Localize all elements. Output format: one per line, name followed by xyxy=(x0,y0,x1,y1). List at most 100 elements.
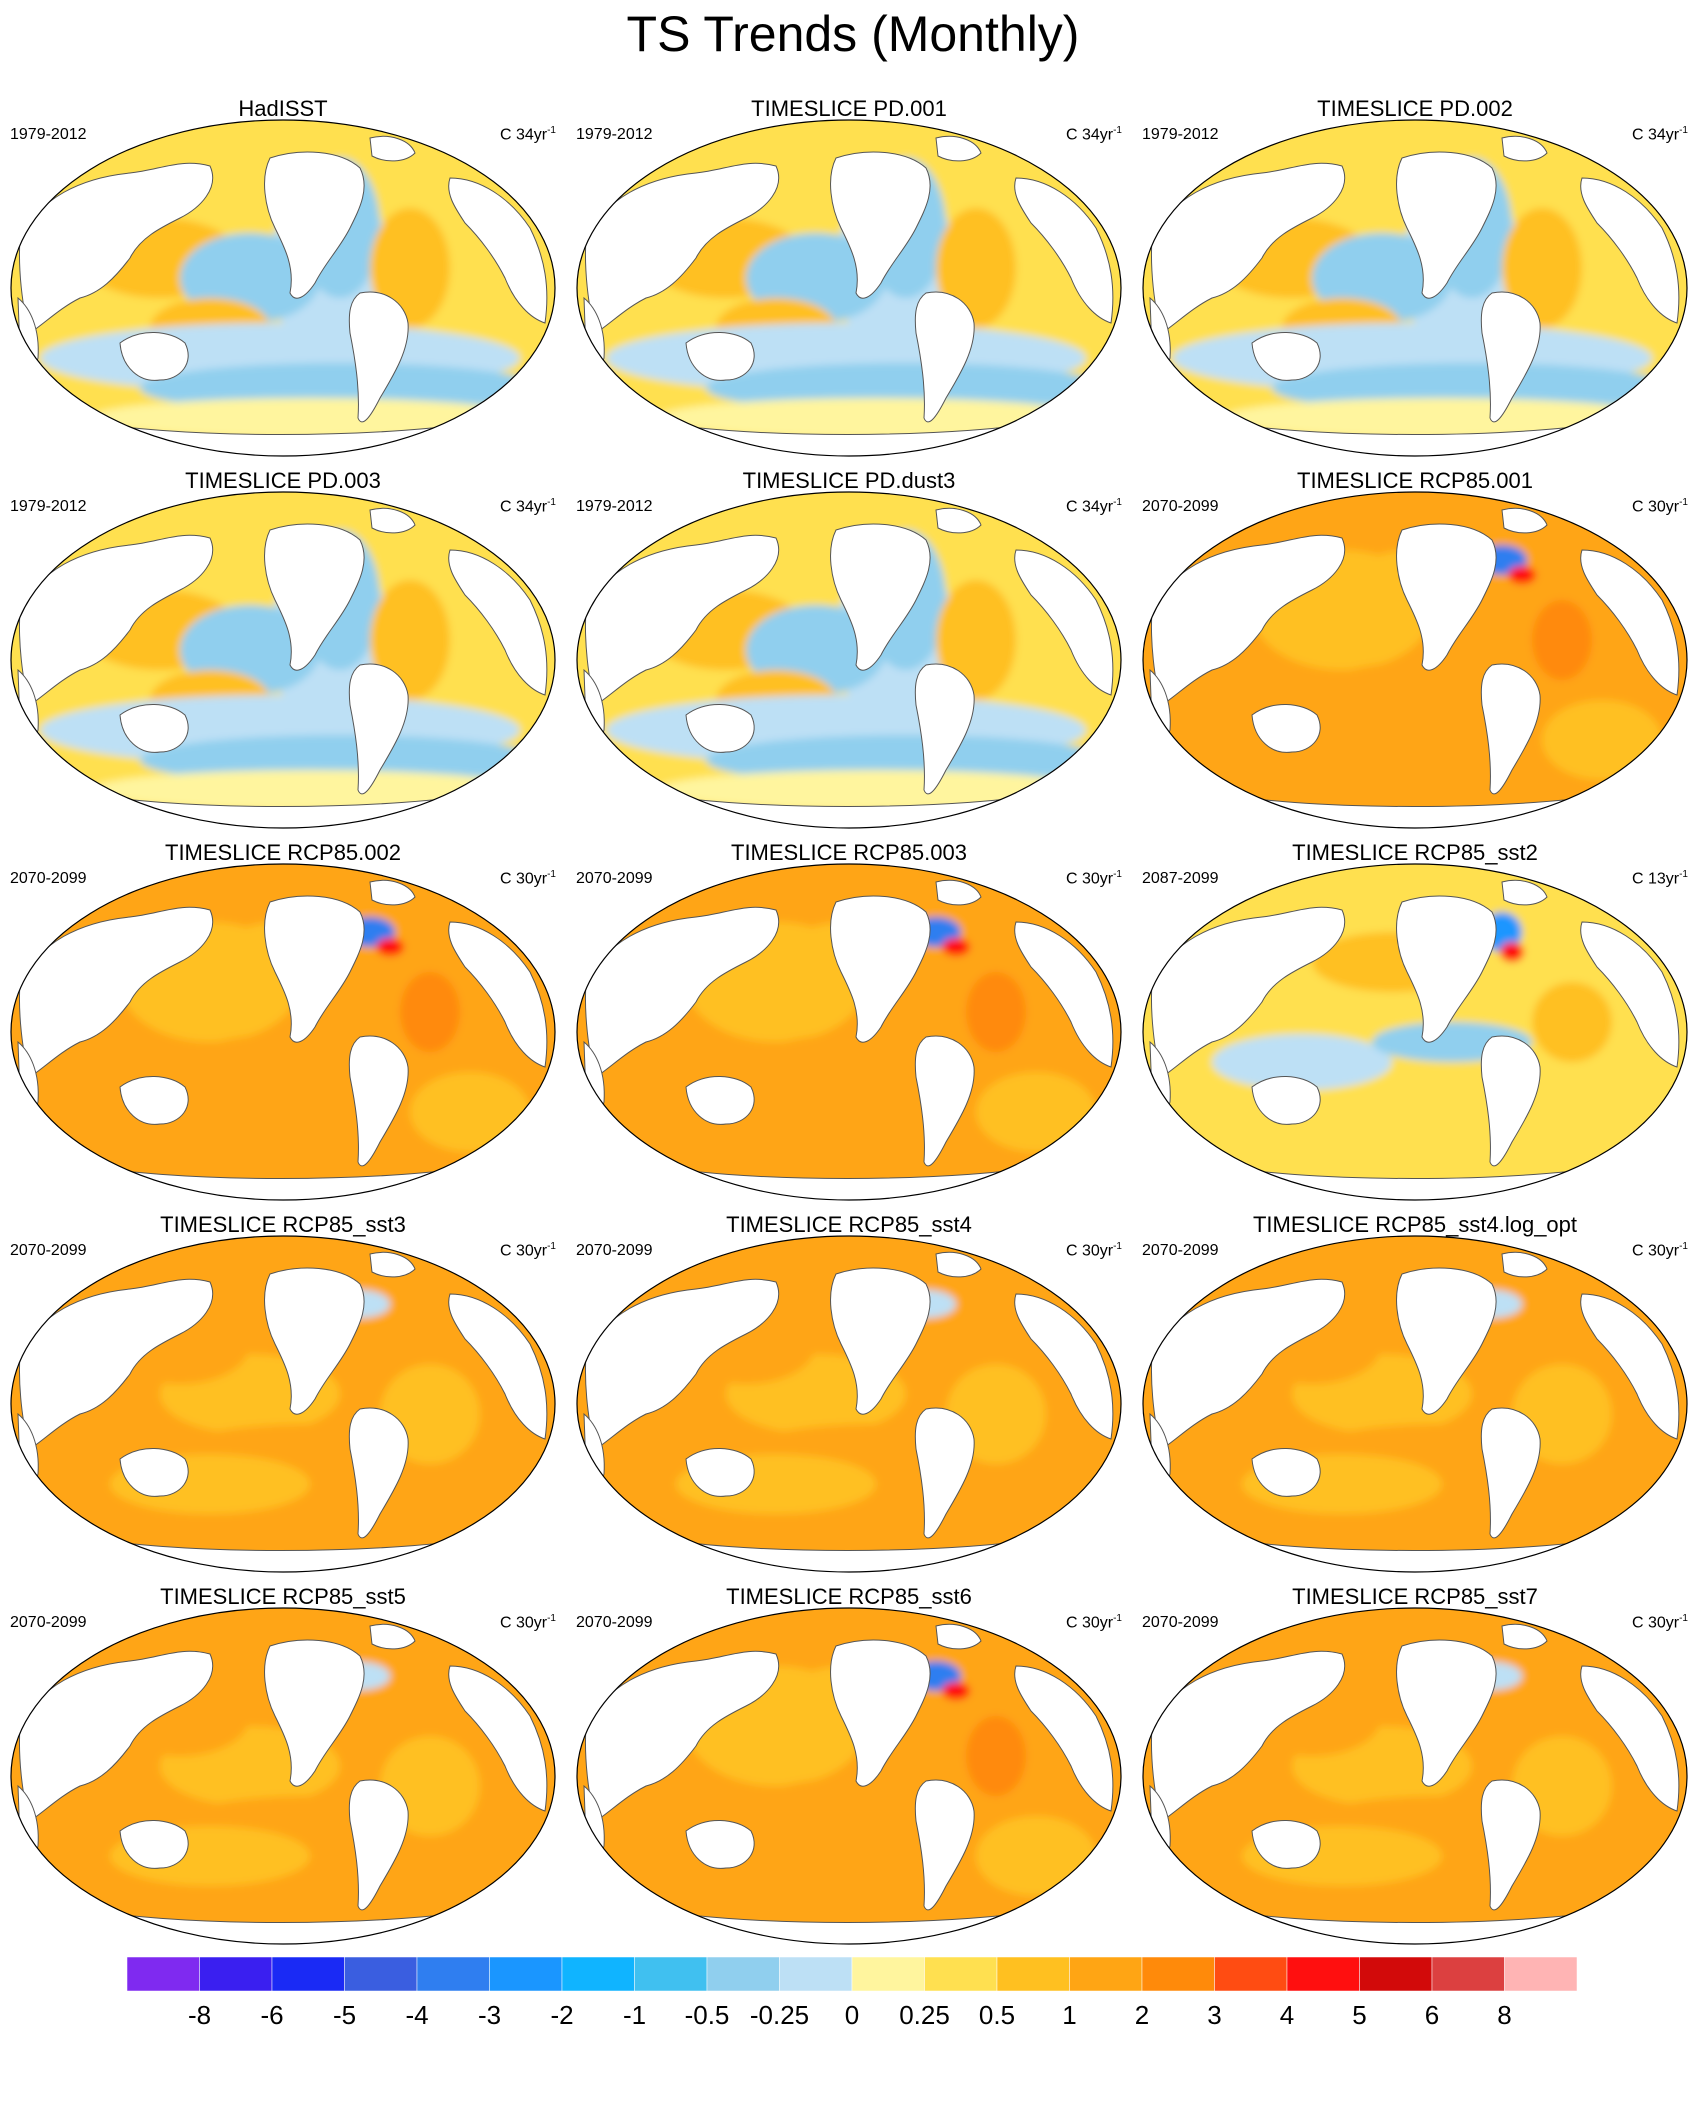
units-exponent: -1 xyxy=(547,125,556,136)
units-base: C 30yr xyxy=(1065,1242,1114,1260)
colorbar-tick-label: 0.25 xyxy=(899,2000,950,2030)
trend-field xyxy=(11,1608,555,1944)
panel-grid: HadISST 1979-2012 C 34yr-1 TIMESLICE PD.001… xyxy=(0,90,1706,1950)
land-mask xyxy=(1251,1448,1321,1497)
colorbar-swatch xyxy=(561,1957,635,1991)
land-mask xyxy=(1014,177,1114,324)
land-mask xyxy=(914,663,975,795)
trend-field xyxy=(1143,492,1687,828)
trend-blob xyxy=(1532,982,1612,1062)
land-mask xyxy=(1480,291,1541,423)
map-plot xyxy=(10,1607,556,1945)
map-panel: TIMESLICE RCP85_sst4.log_opt 2070-2099 C 3… xyxy=(1132,1206,1698,1578)
land-mask xyxy=(1501,879,1548,906)
panel-period: 2070-2099 xyxy=(10,1242,87,1259)
units-exponent: -1 xyxy=(547,497,556,508)
colorbar-tick-label: -3 xyxy=(477,2000,502,2030)
land-mask xyxy=(1251,704,1321,753)
trend-blob xyxy=(1532,600,1592,680)
map-plot xyxy=(576,863,1122,1201)
colorbar-tick-label: 2 xyxy=(1134,2000,1150,2030)
units-base: C 34yr xyxy=(499,126,548,144)
land-mask xyxy=(448,1665,548,1812)
land-mask xyxy=(119,1448,189,1497)
panel-title: TIMESLICE PD.003 xyxy=(185,468,381,493)
land-mask xyxy=(1251,332,1321,381)
land-mask xyxy=(1580,177,1680,324)
panel-title: TIMESLICE RCP85.002 xyxy=(165,840,401,865)
land-mask xyxy=(1480,1407,1541,1539)
trend-field xyxy=(1143,1608,1687,1944)
land-mask xyxy=(830,1639,931,1787)
trend-blob xyxy=(656,770,1096,810)
land-mask xyxy=(119,1076,189,1125)
land-mask xyxy=(914,1407,975,1539)
colorbar-tick-label: 3 xyxy=(1207,2000,1222,2030)
panel-units: C 30yr-1 xyxy=(1632,494,1688,516)
map-plot xyxy=(1142,491,1688,829)
map-panel: TIMESLICE PD.002 1979-2012 C 34yr-1 xyxy=(1132,90,1698,462)
land-mask xyxy=(264,523,365,671)
land-mask xyxy=(448,1293,548,1440)
land-mask xyxy=(685,1448,755,1497)
panel-units: C 30yr-1 xyxy=(1632,1238,1688,1260)
units-exponent: -1 xyxy=(1113,869,1122,880)
colorbar-swatch xyxy=(199,1957,273,1991)
colorbar-swatch xyxy=(1214,1957,1288,1991)
units-exponent: -1 xyxy=(547,1613,556,1624)
land-mask xyxy=(348,291,409,423)
panel-title: HadISST xyxy=(238,96,328,121)
panel-units: C 34yr-1 xyxy=(1632,122,1688,144)
map-border xyxy=(10,1235,556,1573)
panel-units: C 30yr-1 xyxy=(1066,1610,1122,1632)
trend-blob xyxy=(400,972,460,1052)
colorbar-tick-label: -8 xyxy=(187,2000,212,2030)
colorbar-tick-label: 1 xyxy=(1062,2000,1077,2030)
panel-period: 1979-2012 xyxy=(10,126,87,143)
colorbar-tick-label: 0.5 xyxy=(978,2000,1016,2030)
units-base: C 30yr xyxy=(1065,870,1114,888)
colorbar xyxy=(127,1957,1577,1991)
land-mask xyxy=(685,704,755,753)
panel-units: C 13yr-1 xyxy=(1632,866,1688,888)
panel-units: C 30yr-1 xyxy=(500,1238,556,1260)
land-mask xyxy=(448,549,548,696)
units-exponent: -1 xyxy=(1679,1613,1688,1624)
units-base: C 30yr xyxy=(1631,498,1680,516)
map-border xyxy=(576,119,1122,457)
land-mask xyxy=(1251,1820,1321,1869)
units-exponent: -1 xyxy=(1113,1241,1122,1252)
land-mask xyxy=(369,507,416,534)
land-mask xyxy=(830,151,931,299)
map-border xyxy=(1142,119,1688,457)
units-base: C 34yr xyxy=(1065,498,1114,516)
units-base: C 30yr xyxy=(499,1614,548,1632)
map-border xyxy=(1142,1235,1688,1573)
colorbar-tick-label: -0.25 xyxy=(749,2000,810,2030)
trend-field xyxy=(11,864,555,1200)
map-panel: TIMESLICE PD.001 1979-2012 C 34yr-1 xyxy=(566,90,1132,462)
map-plot xyxy=(576,491,1122,829)
land-mask xyxy=(1014,1665,1114,1812)
colorbar-swatch xyxy=(1504,1957,1577,1991)
land-mask xyxy=(1580,1293,1680,1440)
panel-period: 2087-2099 xyxy=(1142,870,1219,887)
colorbar-tick-label: 0 xyxy=(844,2000,860,2030)
land-mask xyxy=(1396,895,1497,1043)
colorbar-swatch xyxy=(127,1957,200,1991)
land-mask xyxy=(369,1623,416,1650)
colorbar-swatch xyxy=(1359,1957,1433,1991)
land-mask xyxy=(935,1251,982,1278)
panel-title: TIMESLICE PD.dust3 xyxy=(742,468,956,493)
map-panel: TIMESLICE RCP85.002 2070-2099 C 30yr-1 xyxy=(0,834,566,1206)
trend-blob xyxy=(410,1072,530,1152)
land-mask xyxy=(935,1623,982,1650)
land-mask xyxy=(448,177,548,324)
trend-field xyxy=(577,1236,1121,1572)
panel-period: 2070-2099 xyxy=(1142,1242,1219,1259)
trend-blob xyxy=(1212,1034,1392,1090)
trend-blob xyxy=(942,1682,970,1700)
land-mask xyxy=(935,135,982,162)
colorbar-tick-label: -1 xyxy=(622,2000,647,2030)
colorbar-swatch xyxy=(996,1957,1070,1991)
